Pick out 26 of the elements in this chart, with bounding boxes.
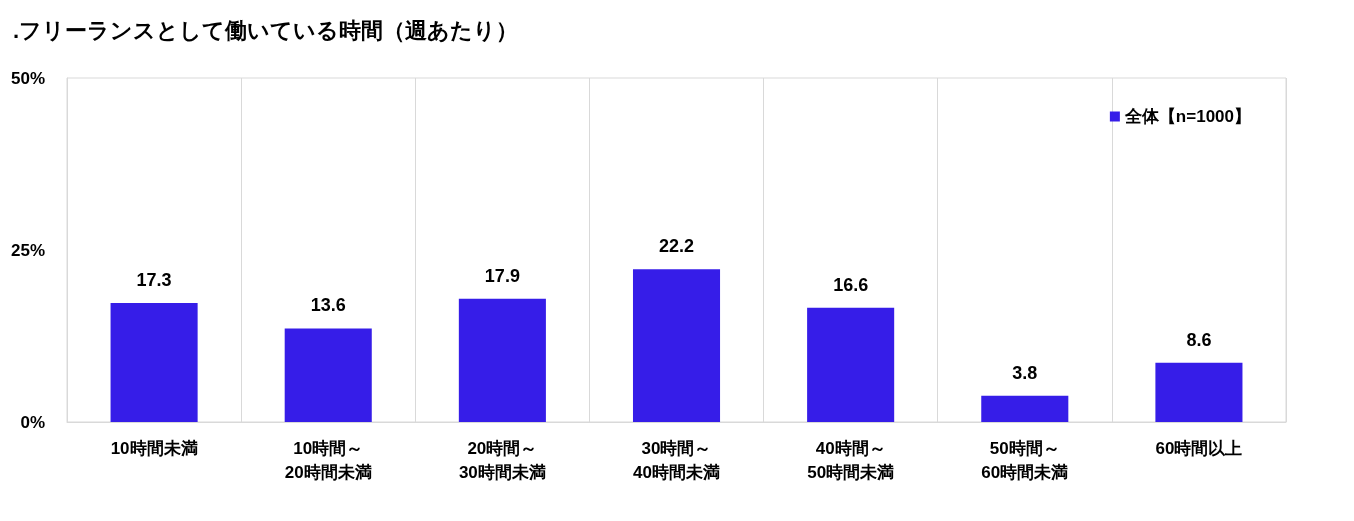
chart-title: .フリーランスとして働いている時間（週あたり） bbox=[13, 17, 519, 43]
x-tick-label: 10時間～ 20時間未満 bbox=[284, 438, 372, 482]
y-tick-label: 50% bbox=[10, 68, 46, 88]
data-label: 8.6 bbox=[1186, 329, 1212, 350]
x-tick-label: 10時間未満 bbox=[110, 438, 198, 458]
x-tick-label: 30時間～ 40時間未満 bbox=[633, 438, 720, 482]
data-label: 17.3 bbox=[136, 269, 172, 290]
y-tick-label: 25% bbox=[10, 240, 46, 260]
data-label: 3.8 bbox=[1012, 362, 1038, 383]
x-tick-label: 40時間～ 50時間未満 bbox=[807, 438, 895, 482]
x-tick-label: 50時間～ 60時間未満 bbox=[981, 438, 1069, 482]
bar bbox=[807, 307, 895, 422]
bar bbox=[981, 395, 1069, 422]
bar bbox=[632, 269, 721, 422]
data-label: 22.2 bbox=[658, 236, 695, 257]
x-tick-label: 20時間～ 30時間未満 bbox=[458, 438, 546, 482]
x-tick-label: 60時間以上 bbox=[1155, 438, 1243, 458]
legend-label: 全体【n=1000】 bbox=[1123, 107, 1252, 126]
bar bbox=[110, 302, 198, 422]
data-label: 13.6 bbox=[310, 295, 346, 316]
data-label: 16.6 bbox=[833, 274, 869, 295]
data-label: 17.9 bbox=[484, 265, 520, 286]
bar bbox=[1155, 362, 1243, 422]
bar bbox=[284, 328, 372, 422]
y-tick-label: 0% bbox=[20, 412, 46, 432]
bar bbox=[458, 298, 546, 422]
